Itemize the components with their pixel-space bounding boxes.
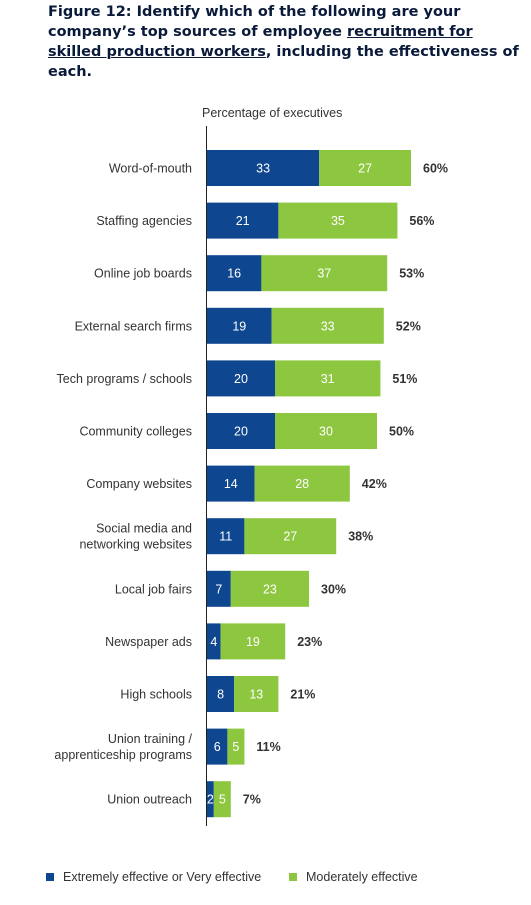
- category-label: Newspaper ads: [105, 635, 192, 649]
- data-label: 33: [321, 319, 335, 333]
- category-label: Company websites: [86, 477, 192, 491]
- legend-label-dark: Extremely effective or Very effective: [63, 870, 262, 884]
- category-label: Local job fairs: [115, 582, 192, 596]
- data-label: 8: [217, 688, 224, 702]
- bar-segment-light: [244, 518, 337, 555]
- bar-segment-dark: [207, 202, 279, 239]
- data-label: 21: [236, 214, 250, 228]
- bar-segment-light: [227, 728, 245, 765]
- category-label: External search firms: [75, 319, 192, 333]
- total-label: 21%: [290, 688, 315, 702]
- bar-segment-light: [271, 307, 384, 344]
- legend-item-dark: Extremely effective or Very effective: [46, 870, 261, 884]
- data-label: 13: [249, 688, 263, 702]
- total-label: 23%: [297, 635, 322, 649]
- bar-segment-light: [230, 570, 309, 607]
- legend-label-light: Moderately effective: [306, 870, 418, 884]
- bar-segment-light: [213, 781, 231, 818]
- category-label: networking websites: [79, 538, 192, 552]
- axis-title: Percentage of executives: [202, 106, 343, 120]
- data-label: 27: [358, 162, 372, 176]
- category-label: apprenticeship programs: [54, 748, 192, 762]
- total-label: 11%: [256, 740, 280, 754]
- data-label: 6: [214, 740, 221, 754]
- total-label: 50%: [389, 425, 414, 439]
- data-label: 20: [234, 425, 248, 439]
- bar-segment-dark: [207, 413, 275, 449]
- total-label: 51%: [392, 372, 417, 386]
- bar-segment-dark: [207, 676, 235, 712]
- title-text: Figure 12: Identify which of the followi…: [48, 4, 461, 40]
- bar-segment-light: [220, 623, 286, 660]
- data-label: 19: [232, 319, 246, 333]
- total-label: 30%: [321, 582, 346, 596]
- data-label: 5: [232, 740, 239, 754]
- bar-segment-dark: [207, 307, 272, 344]
- bar-segment-dark: [207, 150, 320, 186]
- bar-segment-dark: [207, 465, 255, 502]
- category-label: Union outreach: [107, 793, 192, 807]
- bar-segment-light: [234, 676, 279, 712]
- data-label: 19: [246, 635, 260, 649]
- total-label: 53%: [399, 267, 424, 281]
- bar-segment-light: [254, 465, 350, 502]
- bar-segment-light: [261, 255, 388, 292]
- data-label: 35: [331, 214, 345, 228]
- category-axis-line: [206, 126, 207, 826]
- data-label: 20: [234, 372, 248, 386]
- bar-segment-dark: [207, 360, 275, 397]
- bar-segment-dark: [207, 623, 221, 660]
- legend-item-light: Moderately effective: [289, 870, 418, 884]
- total-label: 56%: [409, 214, 434, 228]
- category-label: Social media and: [96, 522, 192, 536]
- bar-segment-dark: [207, 518, 245, 555]
- title-text-end: , including the effectiveness of each.: [48, 44, 519, 80]
- data-label: 30: [319, 425, 333, 439]
- data-label: 33: [256, 162, 270, 176]
- bar-segment-dark: [207, 255, 262, 292]
- data-label: 14: [224, 477, 238, 491]
- bar-segment-light: [319, 150, 411, 186]
- bar-segment-light: [275, 413, 377, 449]
- bar-segment-dark: [207, 728, 228, 765]
- data-label: 4: [210, 635, 217, 649]
- bar-segment-light: [278, 202, 398, 239]
- category-label: Word-of-mouth: [109, 162, 192, 176]
- bar-segment-dark: [207, 781, 214, 818]
- bar-segment-light: [275, 360, 381, 397]
- legend-swatch-dark: [46, 873, 54, 881]
- data-label: 16: [227, 267, 241, 281]
- category-label: Community colleges: [79, 425, 192, 439]
- data-label: 23: [263, 582, 277, 596]
- bar-segment-dark: [207, 570, 231, 607]
- data-label: 7: [215, 582, 222, 596]
- data-label: 28: [295, 477, 309, 491]
- category-label: Tech programs / schools: [57, 372, 192, 386]
- data-label: 11: [219, 530, 232, 544]
- title-underlined-text: recruitment for skilled production worke…: [48, 24, 473, 60]
- total-label: 42%: [362, 477, 387, 491]
- category-label: Staffing agencies: [96, 214, 192, 228]
- legend-swatch-light: [289, 873, 297, 881]
- data-label: 31: [321, 372, 335, 386]
- total-label: 38%: [348, 530, 373, 544]
- data-label: 27: [283, 530, 297, 544]
- category-label: Union training /: [108, 732, 193, 746]
- category-label: High schools: [120, 688, 192, 702]
- total-label: 7%: [243, 793, 261, 807]
- category-label: Online job boards: [94, 267, 192, 281]
- data-label: 2: [207, 793, 214, 807]
- total-label: 52%: [396, 319, 421, 333]
- data-label: 37: [317, 267, 331, 281]
- figure-title: Figure 12: Identify which of the followi…: [48, 2, 523, 82]
- total-label: 60%: [423, 162, 448, 176]
- data-label: 5: [219, 793, 226, 807]
